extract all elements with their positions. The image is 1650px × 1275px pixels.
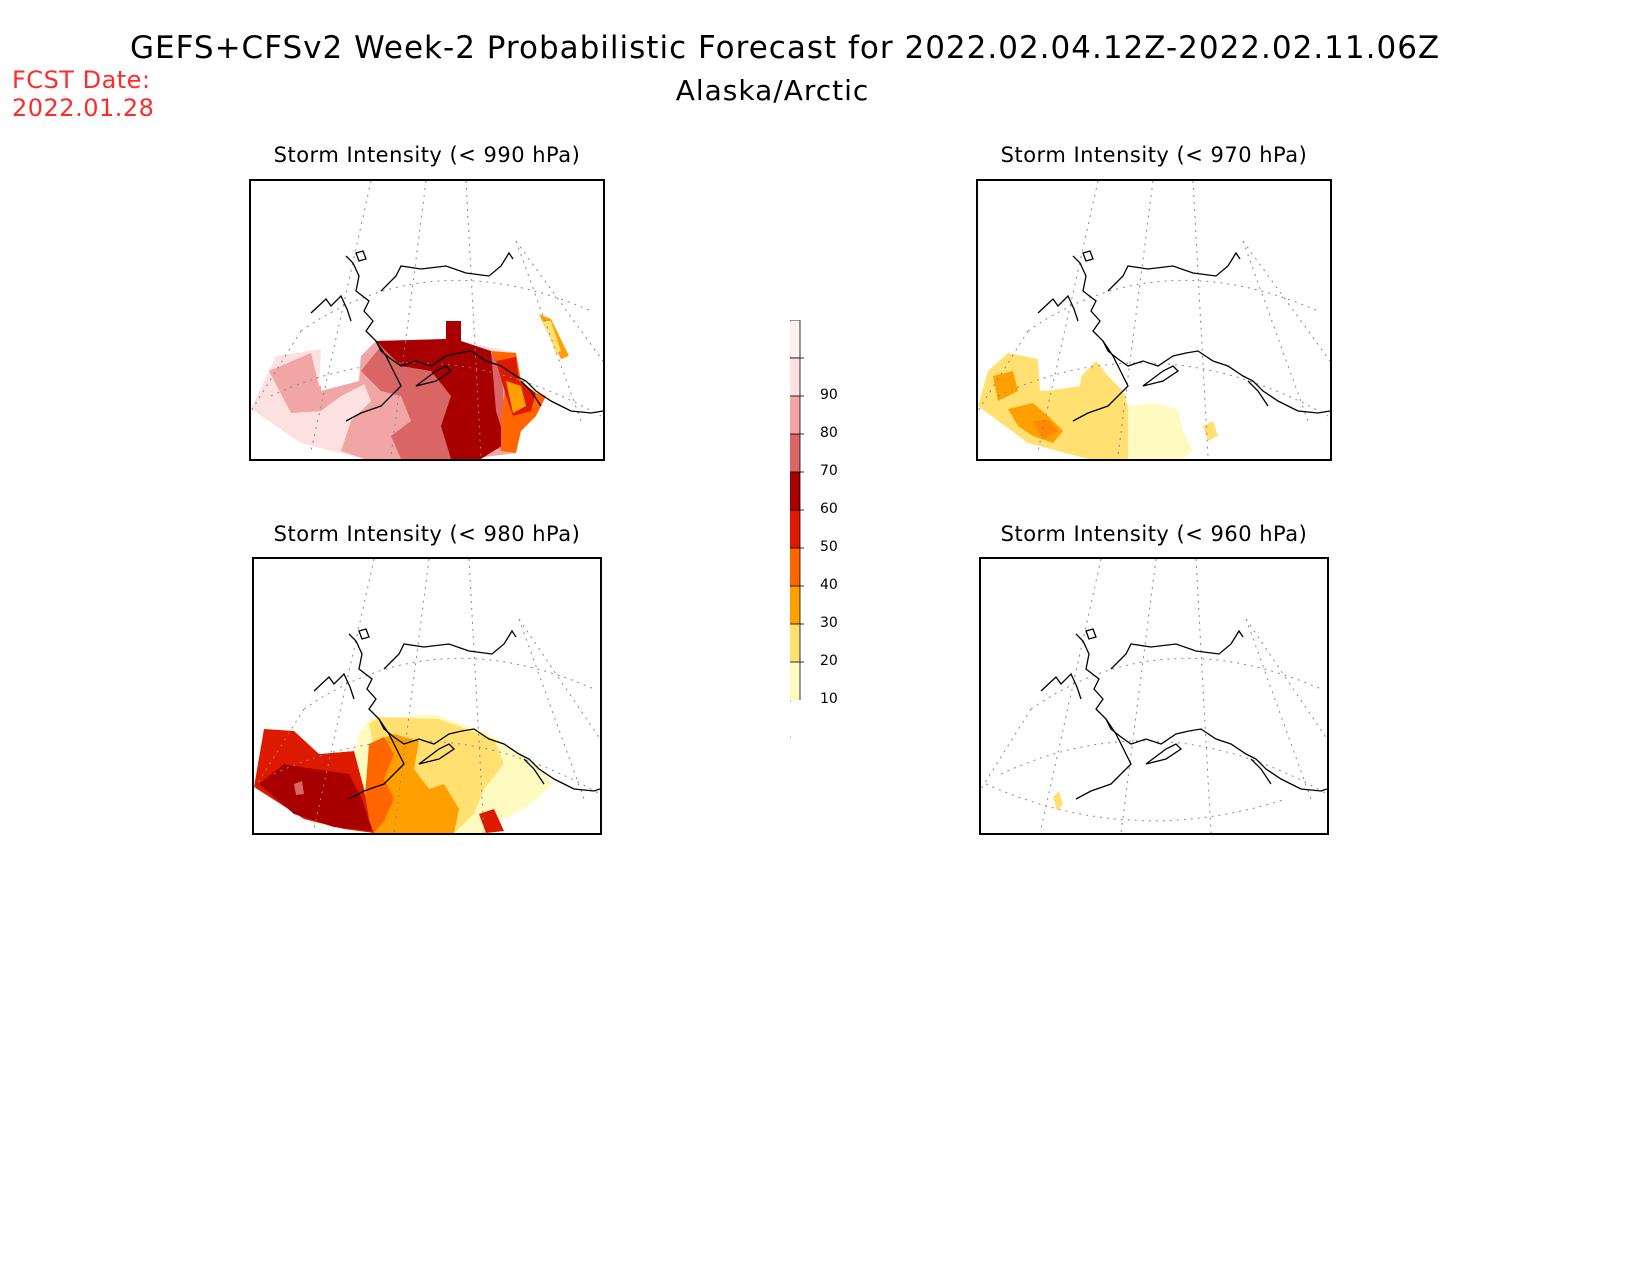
page-title: GEFS+CFSv2 Week-2 Probabilistic Forecast… bbox=[130, 30, 1441, 66]
page-subtitle: Alaska/Arctic bbox=[675, 74, 870, 107]
map-980 bbox=[254, 559, 600, 833]
colorbar-label: 60 bbox=[820, 501, 838, 517]
shading-990 bbox=[251, 314, 569, 459]
colorbar-label: 70 bbox=[820, 463, 838, 479]
panel-title-980: Storm Intensity (< 980 hPa) bbox=[273, 522, 581, 546]
graticule-980 bbox=[254, 559, 600, 833]
colorbar-swatch bbox=[790, 586, 800, 624]
graticule-970 bbox=[978, 181, 1330, 457]
colorbar-swatch bbox=[790, 434, 800, 472]
map-panel-970 bbox=[976, 179, 1332, 461]
panel-title-990: Storm Intensity (< 990 hPa) bbox=[273, 143, 581, 167]
shading-970 bbox=[978, 353, 1218, 459]
map-970 bbox=[978, 181, 1330, 459]
graticule-990 bbox=[251, 181, 603, 457]
panel-title-970: Storm Intensity (< 970 hPa) bbox=[1000, 143, 1308, 167]
colorbar-swatch bbox=[790, 510, 800, 548]
map-panel-960 bbox=[979, 557, 1329, 835]
shading-960 bbox=[1053, 791, 1063, 811]
coastline-970 bbox=[1037, 250, 1330, 422]
colorbar-top-cap bbox=[788, 319, 801, 359]
colorbar-swatch bbox=[790, 472, 800, 510]
forecast-date-block: FCST Date: 2022.01.28 bbox=[12, 66, 154, 122]
colorbar-label: 30 bbox=[820, 615, 838, 631]
colorbar-swatch bbox=[790, 358, 800, 396]
colorbar-label: 90 bbox=[820, 387, 838, 403]
colorbar-swatches bbox=[788, 319, 804, 739]
map-960 bbox=[981, 559, 1327, 833]
colorbar-label: 50 bbox=[820, 539, 838, 555]
colorbar-label: 10 bbox=[820, 691, 838, 707]
map-990 bbox=[251, 181, 603, 459]
fcst-date: 2022.01.28 bbox=[12, 94, 155, 122]
colorbar-label: 20 bbox=[820, 653, 838, 669]
map-panel-980 bbox=[252, 557, 602, 835]
coastline-990 bbox=[310, 250, 603, 422]
colorbar-label: 40 bbox=[820, 577, 838, 593]
fcst-label: FCST Date: bbox=[12, 66, 151, 94]
graticule-960 bbox=[981, 559, 1327, 833]
panel-title-960: Storm Intensity (< 960 hPa) bbox=[1000, 522, 1308, 546]
colorbar-label: 80 bbox=[820, 425, 838, 441]
colorbar: 90 80 70 60 50 40 30 20 10 bbox=[788, 319, 850, 740]
colorbar-swatch bbox=[790, 662, 800, 700]
shading-980 bbox=[254, 714, 554, 833]
map-panel-990 bbox=[249, 179, 605, 461]
colorbar-swatch bbox=[790, 396, 800, 434]
colorbar-swatch bbox=[790, 548, 800, 586]
colorbar-swatch bbox=[790, 624, 800, 662]
coastline-960 bbox=[1040, 628, 1327, 800]
coastline-980 bbox=[313, 628, 600, 800]
